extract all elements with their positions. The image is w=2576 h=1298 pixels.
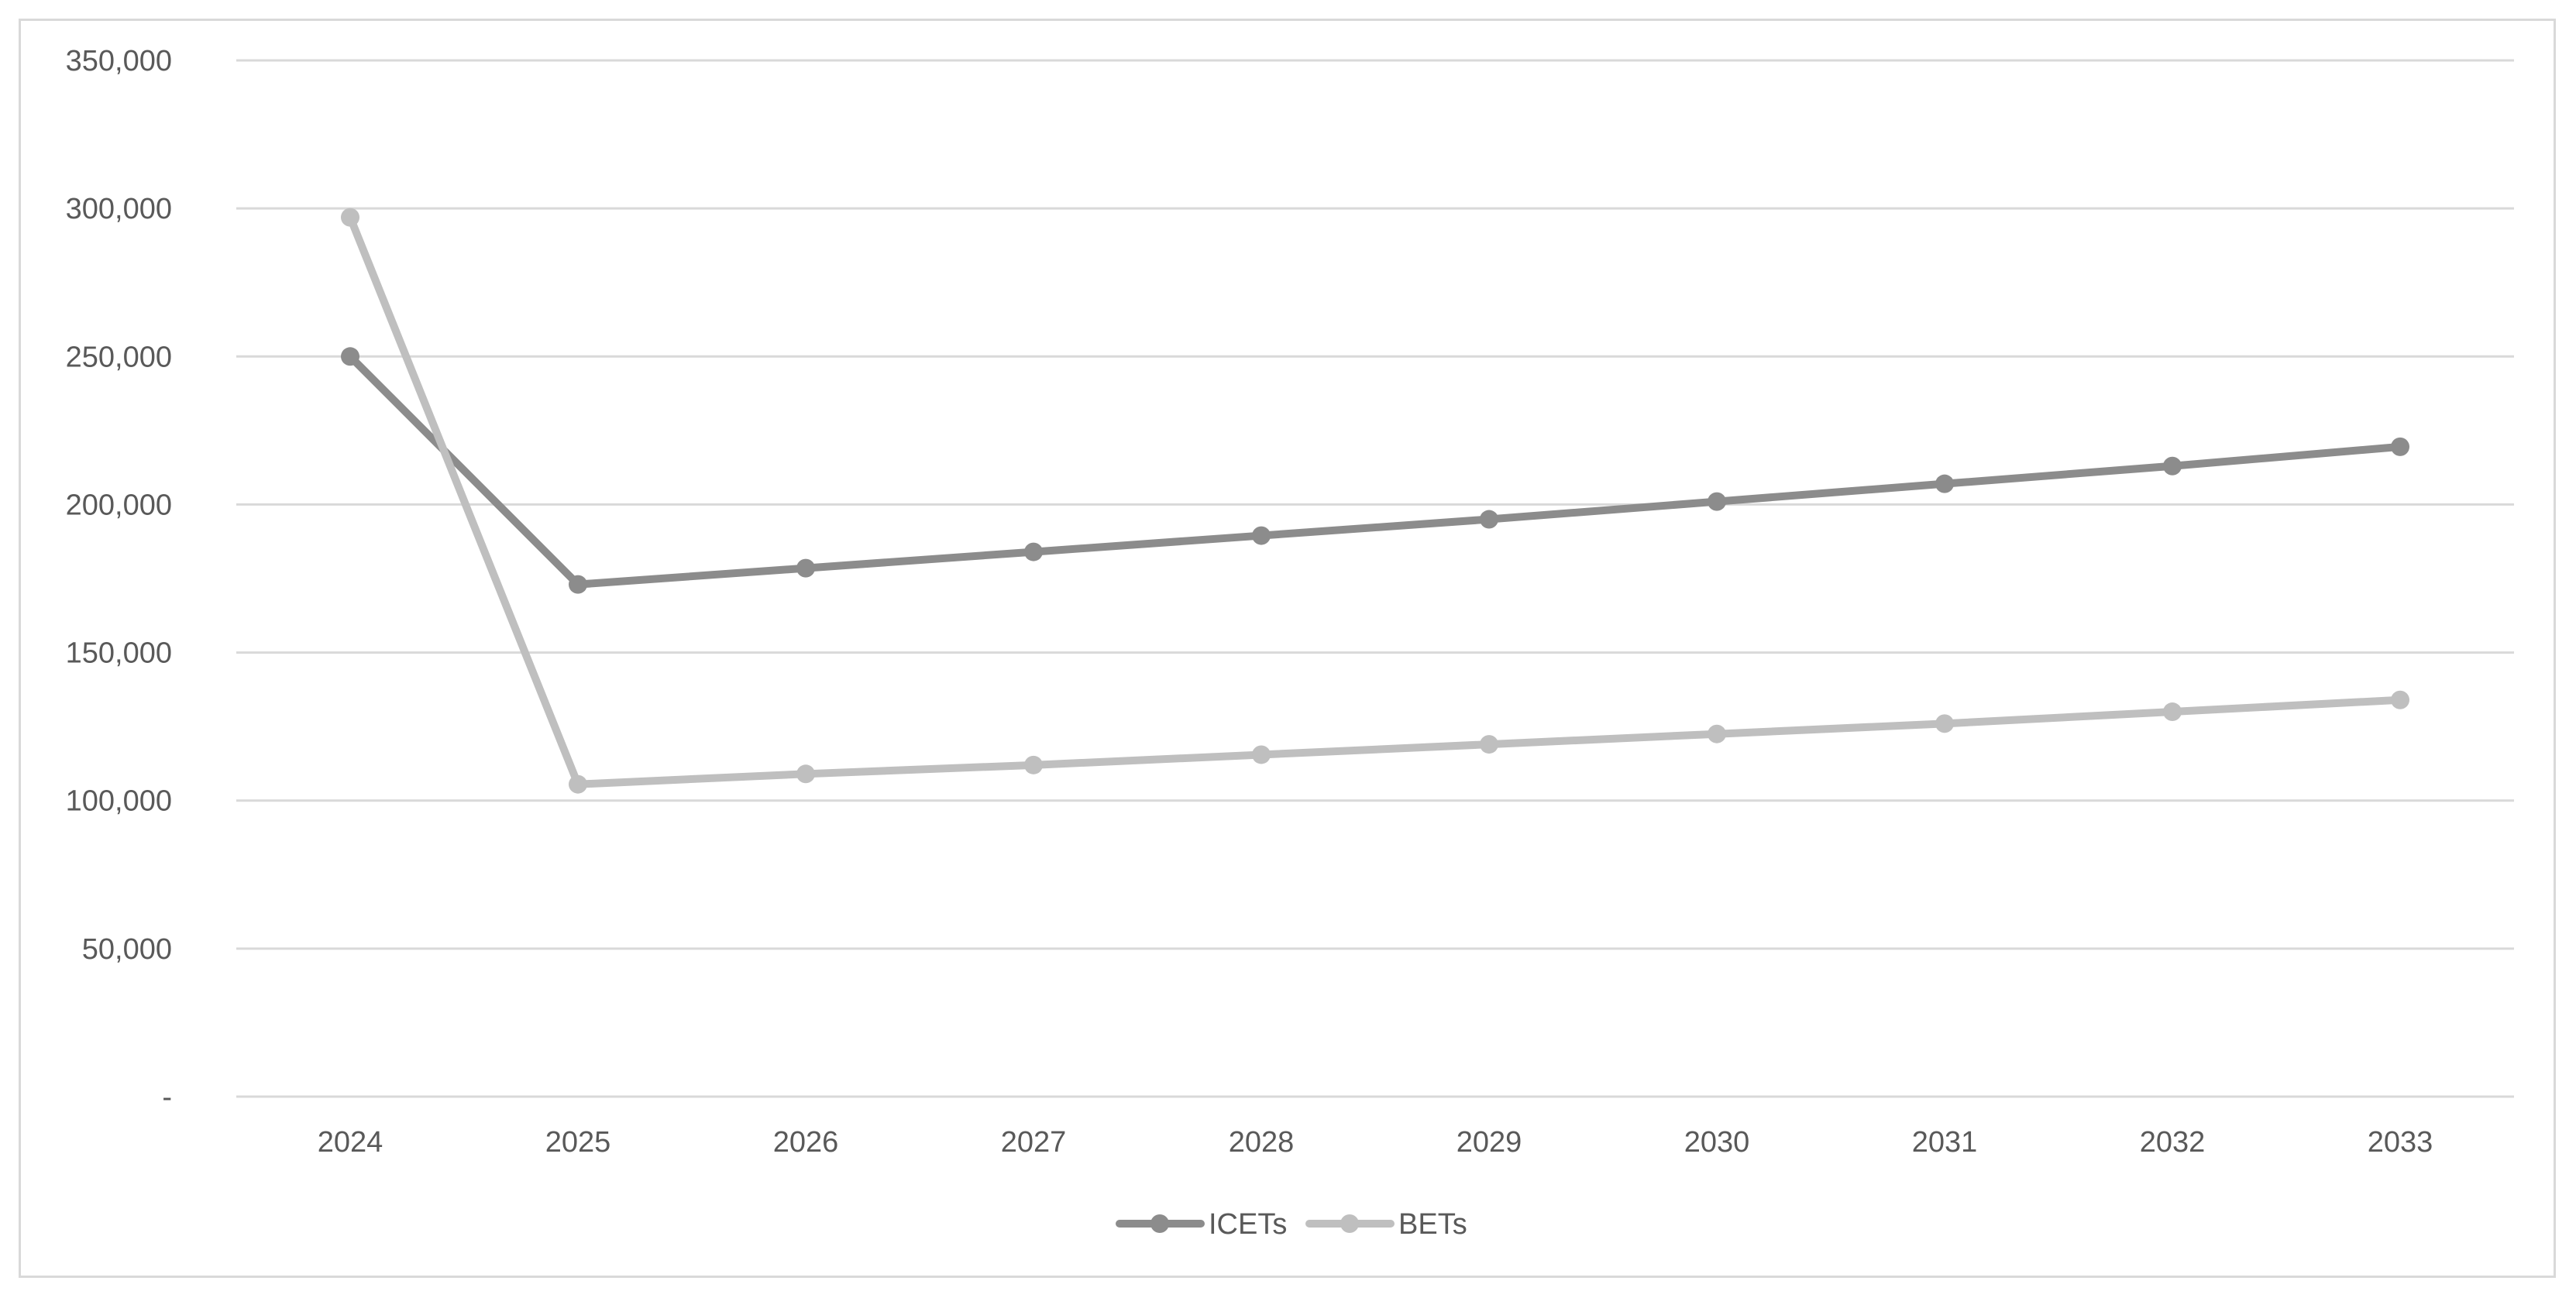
data-point xyxy=(1480,510,1498,529)
data-point xyxy=(2391,437,2409,456)
y-tick-label: 100,000 xyxy=(66,785,172,818)
data-point xyxy=(341,208,359,227)
legend-swatch-marker xyxy=(1150,1214,1169,1233)
x-tick-label: 2026 xyxy=(773,1126,839,1159)
data-point xyxy=(796,764,815,784)
y-tick-label: 250,000 xyxy=(66,341,172,373)
data-point xyxy=(1024,542,1043,561)
x-axis-tick-labels: 2024 2025 2026 2027 2028 2029 2030 2031 2032 2033 xyxy=(318,1126,2433,1159)
y-tick-label: 200,000 xyxy=(66,489,172,521)
series-line xyxy=(346,352,2404,589)
y-tick-label: 50,000 xyxy=(82,933,172,966)
data-point xyxy=(569,774,587,794)
x-tick-label: 2028 xyxy=(1229,1126,1295,1159)
legend-item-icets: ICETs xyxy=(1116,1208,1287,1241)
x-tick-label: 2025 xyxy=(545,1126,611,1159)
data-point xyxy=(341,347,359,366)
gridlines xyxy=(236,59,2514,1098)
x-tick-label: 2024 xyxy=(318,1126,383,1159)
data-point xyxy=(1708,724,1726,743)
data-point xyxy=(569,575,587,594)
data-point xyxy=(1935,474,1954,493)
data-point xyxy=(2163,702,2182,722)
series-line xyxy=(346,213,2404,788)
data-point xyxy=(1024,755,1043,774)
x-tick-label: 2027 xyxy=(1001,1126,1067,1159)
x-tick-label: 2030 xyxy=(1684,1126,1750,1159)
legend: ICETs BETs xyxy=(1116,1208,1467,1241)
data-point xyxy=(1935,714,1954,733)
legend-label: ICETs xyxy=(1209,1208,1287,1241)
legend-label: BETs xyxy=(1398,1208,1467,1241)
data-point xyxy=(796,558,815,578)
series-lines xyxy=(341,208,2409,794)
y-tick-label: 150,000 xyxy=(66,637,172,670)
chart-frame xyxy=(19,19,2556,1278)
x-tick-label: 2031 xyxy=(1912,1126,1978,1159)
x-tick-label: 2029 xyxy=(1457,1126,1522,1159)
x-tick-label: 2032 xyxy=(2140,1126,2206,1159)
data-point xyxy=(1708,492,1726,511)
data-point xyxy=(1480,735,1498,754)
x-tick-label: 2033 xyxy=(2368,1126,2433,1159)
y-tick-label: 350,000 xyxy=(66,45,172,77)
legend-item-bets: BETs xyxy=(1305,1208,1467,1241)
data-point xyxy=(2391,690,2409,709)
y-tick-label: 300,000 xyxy=(66,193,172,225)
legend-swatch-marker xyxy=(1340,1214,1359,1233)
series-bets xyxy=(341,208,2409,794)
data-point xyxy=(1252,526,1271,545)
y-axis-tick-labels: - 50,000 100,000 150,000 200,000 250,000 300,0… xyxy=(66,45,172,1114)
series-icets xyxy=(341,347,2409,594)
y-tick-label: - xyxy=(162,1081,172,1114)
data-point xyxy=(1252,745,1271,764)
data-point xyxy=(2163,456,2182,476)
